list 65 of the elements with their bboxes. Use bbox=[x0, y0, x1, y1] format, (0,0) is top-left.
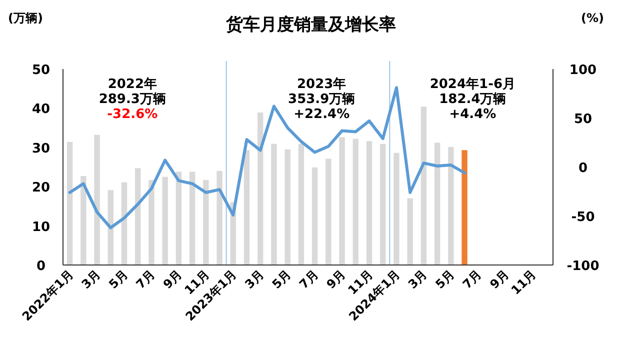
y2-axis-title: (%) bbox=[581, 11, 604, 25]
annotation: +22.4% bbox=[294, 107, 350, 122]
bar bbox=[366, 141, 372, 265]
bar bbox=[80, 176, 86, 265]
x-tick-label: 7月 bbox=[296, 267, 321, 292]
bar bbox=[162, 176, 168, 265]
bar bbox=[407, 198, 413, 265]
annotation: 2024年1-6月 bbox=[430, 77, 516, 92]
bar bbox=[271, 144, 277, 265]
bar bbox=[420, 106, 427, 265]
y-tick-label: 10 bbox=[32, 220, 50, 235]
y2-tick-label: 50 bbox=[574, 112, 592, 127]
bar bbox=[312, 167, 318, 265]
bar bbox=[108, 190, 114, 265]
x-tick-label: 3月 bbox=[78, 267, 104, 292]
x-tick-label: 7月 bbox=[460, 267, 484, 292]
y-tick-label: 0 bbox=[36, 259, 46, 274]
y-tick-label: 50 bbox=[32, 63, 50, 78]
annotation: 289.3万辆 bbox=[98, 92, 166, 107]
bar bbox=[121, 182, 128, 265]
bar bbox=[448, 147, 454, 265]
x-tick-label: 11月 bbox=[508, 267, 539, 298]
y-tick-label: 20 bbox=[32, 180, 50, 196]
bar bbox=[203, 180, 209, 265]
bar bbox=[284, 149, 290, 265]
annotation: +4.4% bbox=[449, 107, 496, 122]
bar bbox=[462, 150, 468, 265]
bar bbox=[66, 142, 73, 265]
annotation: 353.9万辆 bbox=[288, 92, 356, 107]
bar bbox=[216, 170, 222, 265]
bar bbox=[258, 112, 264, 265]
bar bbox=[394, 152, 400, 265]
x-tick-label: 9月 bbox=[324, 267, 348, 292]
x-tick-label: 7月 bbox=[133, 267, 158, 292]
bar bbox=[244, 150, 250, 265]
bar bbox=[380, 144, 386, 265]
x-tick-label: 9月 bbox=[487, 267, 512, 292]
y-tick-label: 40 bbox=[32, 102, 50, 118]
bar bbox=[352, 138, 358, 265]
bar bbox=[298, 144, 304, 265]
y2-tick-label: -100 bbox=[566, 259, 600, 274]
y-axis-title: (万辆) bbox=[8, 11, 43, 25]
y2-tick-label: -50 bbox=[571, 210, 595, 225]
bar bbox=[94, 134, 100, 265]
y-tick-label: 30 bbox=[32, 141, 50, 156]
x-tick-label: 5月 bbox=[432, 267, 458, 292]
x-tick-label: 3月 bbox=[406, 267, 430, 292]
annotation: 2023年 bbox=[297, 77, 346, 92]
x-tick-label: 5月 bbox=[106, 267, 130, 292]
bar bbox=[135, 168, 141, 265]
bar bbox=[326, 158, 332, 265]
bar bbox=[434, 142, 440, 265]
y2-tick-label: 0 bbox=[578, 161, 588, 176]
annotation: -32.6% bbox=[107, 107, 158, 122]
bar bbox=[189, 172, 196, 265]
bar bbox=[339, 137, 345, 265]
annotation: 182.4万辆 bbox=[439, 92, 506, 107]
bar bbox=[148, 180, 154, 265]
x-tick-label: 9月 bbox=[160, 267, 185, 292]
bar bbox=[176, 172, 182, 265]
y2-tick-label: 100 bbox=[569, 63, 597, 78]
x-tick-label: 3月 bbox=[242, 267, 266, 292]
annotation: 2022年 bbox=[108, 77, 158, 92]
x-tick-label: 5月 bbox=[269, 267, 294, 292]
chart-title: 货车月度销量及增长率 bbox=[225, 15, 396, 35]
